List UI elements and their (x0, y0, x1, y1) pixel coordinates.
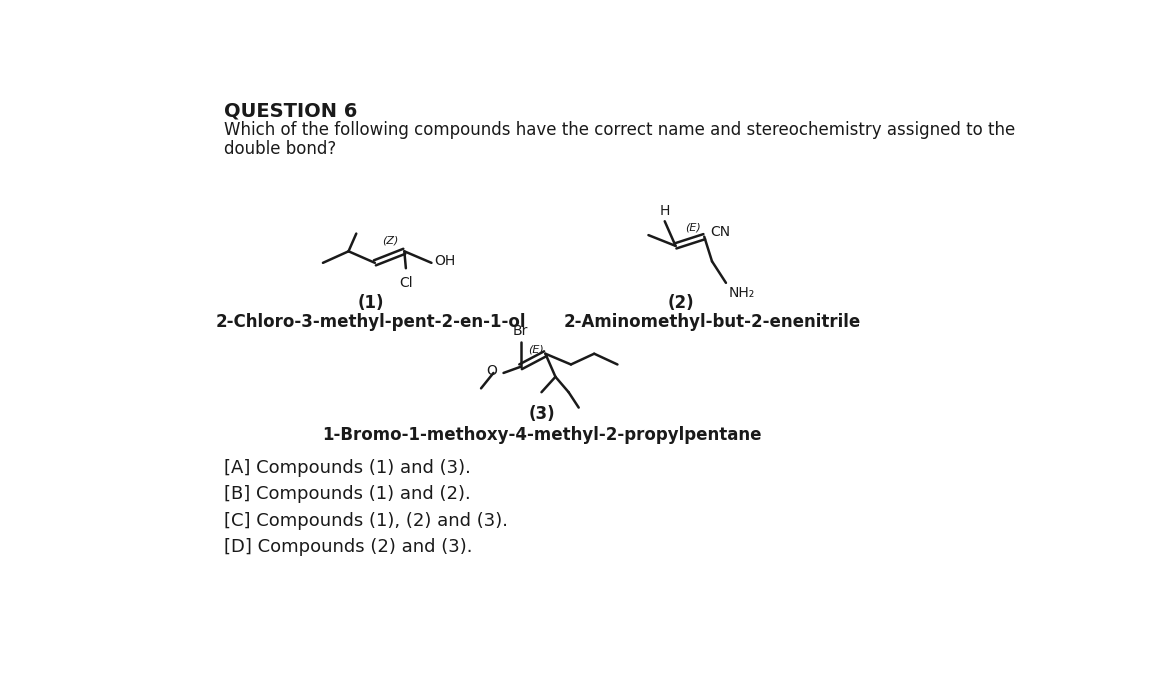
Text: [B] Compounds (1) and (2).: [B] Compounds (1) and (2). (223, 485, 470, 504)
Text: NH₂: NH₂ (729, 286, 756, 300)
Text: double bond?: double bond? (223, 140, 336, 158)
Text: 2-Aminomethyl-but-2-enenitrile: 2-Aminomethyl-but-2-enenitrile (564, 313, 861, 331)
Text: H: H (660, 204, 670, 218)
Text: QUESTION 6: QUESTION 6 (223, 101, 357, 120)
Text: (2): (2) (668, 293, 694, 312)
Text: 2-Chloro-3-methyl-pent-2-en-1-ol: 2-Chloro-3-methyl-pent-2-en-1-ol (215, 313, 526, 331)
Text: O: O (487, 364, 497, 379)
Text: OH: OH (434, 254, 456, 268)
Text: 1-Bromo-1-methoxy-4-methyl-2-propylpentane: 1-Bromo-1-methoxy-4-methyl-2-propylpenta… (322, 426, 762, 444)
Text: (Z): (Z) (383, 236, 399, 246)
Text: [A] Compounds (1) and (3).: [A] Compounds (1) and (3). (223, 459, 470, 477)
Text: CN: CN (710, 225, 730, 239)
Text: (1): (1) (358, 293, 384, 312)
Text: Br: Br (512, 324, 529, 337)
Text: (3): (3) (528, 406, 555, 423)
Text: (E): (E) (684, 222, 701, 232)
Text: Cl: Cl (399, 276, 413, 290)
Text: [D] Compounds (2) and (3).: [D] Compounds (2) and (3). (223, 537, 473, 556)
Text: [C] Compounds (1), (2) and (3).: [C] Compounds (1), (2) and (3). (223, 512, 508, 529)
Text: Which of the following compounds have the correct name and stereochemistry assig: Which of the following compounds have th… (223, 121, 1016, 139)
Text: (E): (E) (529, 345, 544, 354)
